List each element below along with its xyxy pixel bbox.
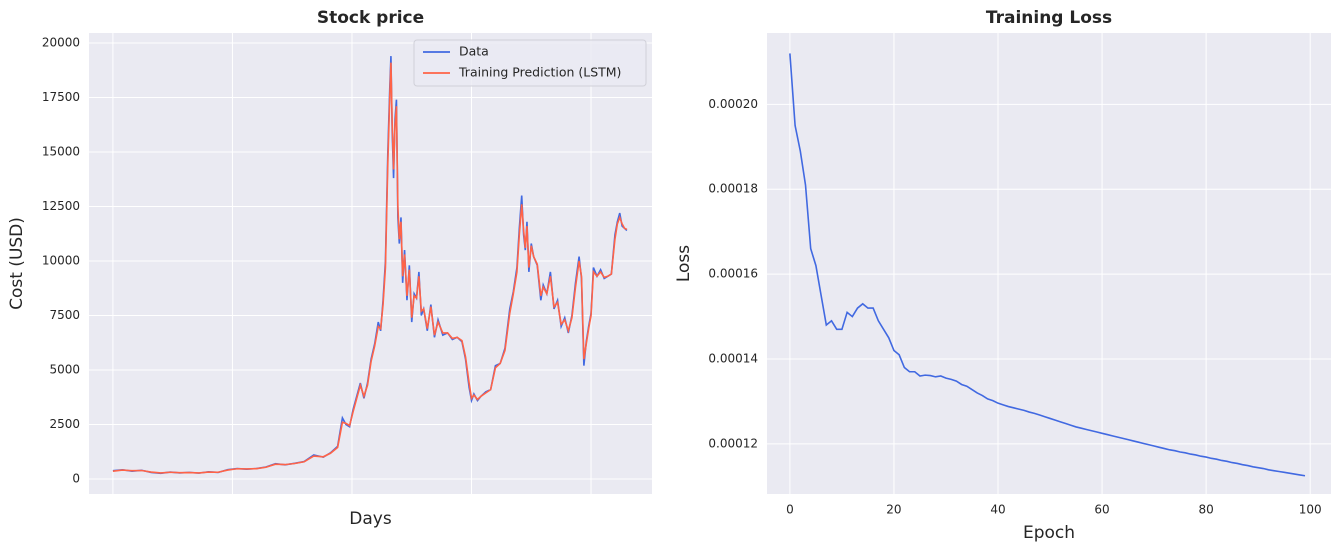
chart-title: Stock price xyxy=(317,8,424,28)
y-axis-label: Cost (USD) xyxy=(7,217,27,310)
x-tick-label: 20 xyxy=(886,503,901,517)
x-tick-label: 80 xyxy=(1198,503,1213,517)
y-tick-label: 2500 xyxy=(49,417,80,431)
x-axis-label: Epoch xyxy=(1023,523,1075,543)
y-tick-label: 0.00018 xyxy=(708,182,758,196)
plot-area xyxy=(89,33,652,494)
y-tick-label: 0 xyxy=(72,472,80,486)
x-tick-label: 40 xyxy=(990,503,1005,517)
y-tick-label: 20000 xyxy=(42,36,80,50)
y-tick-label: 0.00020 xyxy=(708,97,758,111)
x-tick-label: 60 xyxy=(1094,503,1109,517)
legend-label: Training Prediction (LSTM) xyxy=(458,65,621,80)
y-tick-label: 0.00014 xyxy=(708,352,758,366)
y-tick-label: 12500 xyxy=(42,199,80,213)
y-tick-label: 15000 xyxy=(42,145,80,159)
x-axis-label: Days xyxy=(349,509,392,529)
y-tick-label: 5000 xyxy=(49,363,80,377)
plot-area xyxy=(767,33,1331,494)
y-tick-label: 0.00012 xyxy=(708,436,758,450)
series-line xyxy=(789,53,1306,477)
legend: Data Training Prediction (LSTM) xyxy=(413,39,647,87)
chart-title: Training Loss xyxy=(986,8,1112,28)
legend-label: Data xyxy=(459,44,489,59)
x-tick-label: 100 xyxy=(1299,503,1322,517)
y-tick-label: 0.00016 xyxy=(708,267,758,281)
series-line xyxy=(112,62,628,474)
y-tick-label: 10000 xyxy=(42,254,80,268)
y-tick-label: 7500 xyxy=(49,308,80,322)
x-tick-label: 0 xyxy=(786,503,794,517)
legend-box xyxy=(413,39,647,87)
y-axis-label: Loss xyxy=(674,245,694,282)
y-tick-label: 17500 xyxy=(42,90,80,104)
